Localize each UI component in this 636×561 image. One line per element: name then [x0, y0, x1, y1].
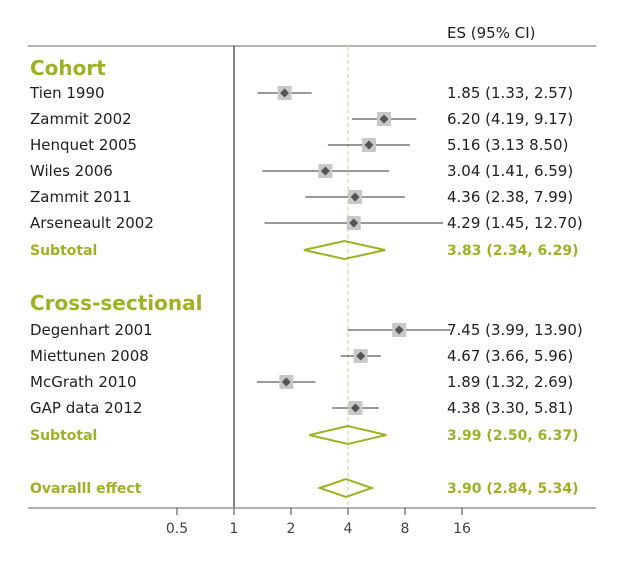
es-header: ES (95% CI)	[447, 24, 535, 42]
x-tick-label: 16	[453, 521, 471, 537]
point-estimate	[350, 403, 360, 413]
es-value: 6.20 (4.19, 9.17)	[447, 110, 573, 128]
overall-diamond	[316, 477, 375, 499]
x-tick-label: 0.5	[166, 521, 188, 537]
subtotal-diamond	[309, 424, 387, 446]
subtotal-label: Subtotal	[30, 243, 97, 259]
point-estimate	[281, 377, 291, 387]
point-estimate	[350, 192, 360, 202]
point-estimate	[364, 140, 374, 150]
point-estimate	[320, 166, 330, 176]
point-estimate	[394, 325, 404, 335]
subtotal-label: Subtotal	[30, 428, 97, 444]
x-tick-label: 2	[287, 521, 296, 537]
study-label: GAP data 2012	[30, 399, 142, 417]
subtotal-value: 3.83 (2.34, 6.29)	[447, 243, 579, 259]
es-value: 1.89 (1.32, 2.69)	[447, 373, 573, 391]
point-estimate	[349, 218, 359, 228]
subtotal-diamond	[303, 239, 386, 261]
x-tick-label: 1	[230, 521, 239, 537]
es-value: 4.38 (3.30, 5.81)	[447, 399, 573, 417]
study-label: Tien 1990	[29, 84, 105, 102]
study-label: Arseneault 2002	[30, 214, 154, 232]
es-value: 4.67 (3.66, 5.96)	[447, 347, 573, 365]
point-estimate	[379, 114, 389, 124]
study-label: Zammit 2011	[30, 188, 132, 206]
es-value: 3.04 (1.41, 6.59)	[447, 162, 573, 180]
point-estimate	[280, 88, 290, 98]
study-label: Wiles 2006	[30, 162, 113, 180]
es-value: 4.29 (1.45, 12.70)	[447, 214, 583, 232]
x-tick-label: 4	[344, 521, 353, 537]
overall-value: 3.90 (2.84, 5.34)	[447, 481, 579, 497]
x-tick-label: 8	[401, 521, 410, 537]
study-label: McGrath 2010	[30, 373, 137, 391]
es-value: 4.36 (2.38, 7.99)	[447, 188, 573, 206]
group-title: Cross-sectional	[30, 291, 202, 315]
overall-label: Ovaralll effect	[30, 481, 142, 497]
point-estimate	[356, 351, 366, 361]
study-label: Henquet 2005	[30, 136, 137, 154]
study-label: Degenhart 2001	[30, 321, 153, 339]
es-value: 5.16 (3.13 8.50)	[447, 136, 568, 154]
study-label: Zammit 2002	[30, 110, 132, 128]
group-title: Cohort	[30, 56, 106, 80]
es-value: 1.85 (1.33, 2.57)	[447, 84, 573, 102]
study-label: Miettunen 2008	[30, 347, 149, 365]
es-value: 7.45 (3.99, 13.90)	[447, 321, 583, 339]
subtotal-value: 3.99 (2.50, 6.37)	[447, 428, 579, 444]
